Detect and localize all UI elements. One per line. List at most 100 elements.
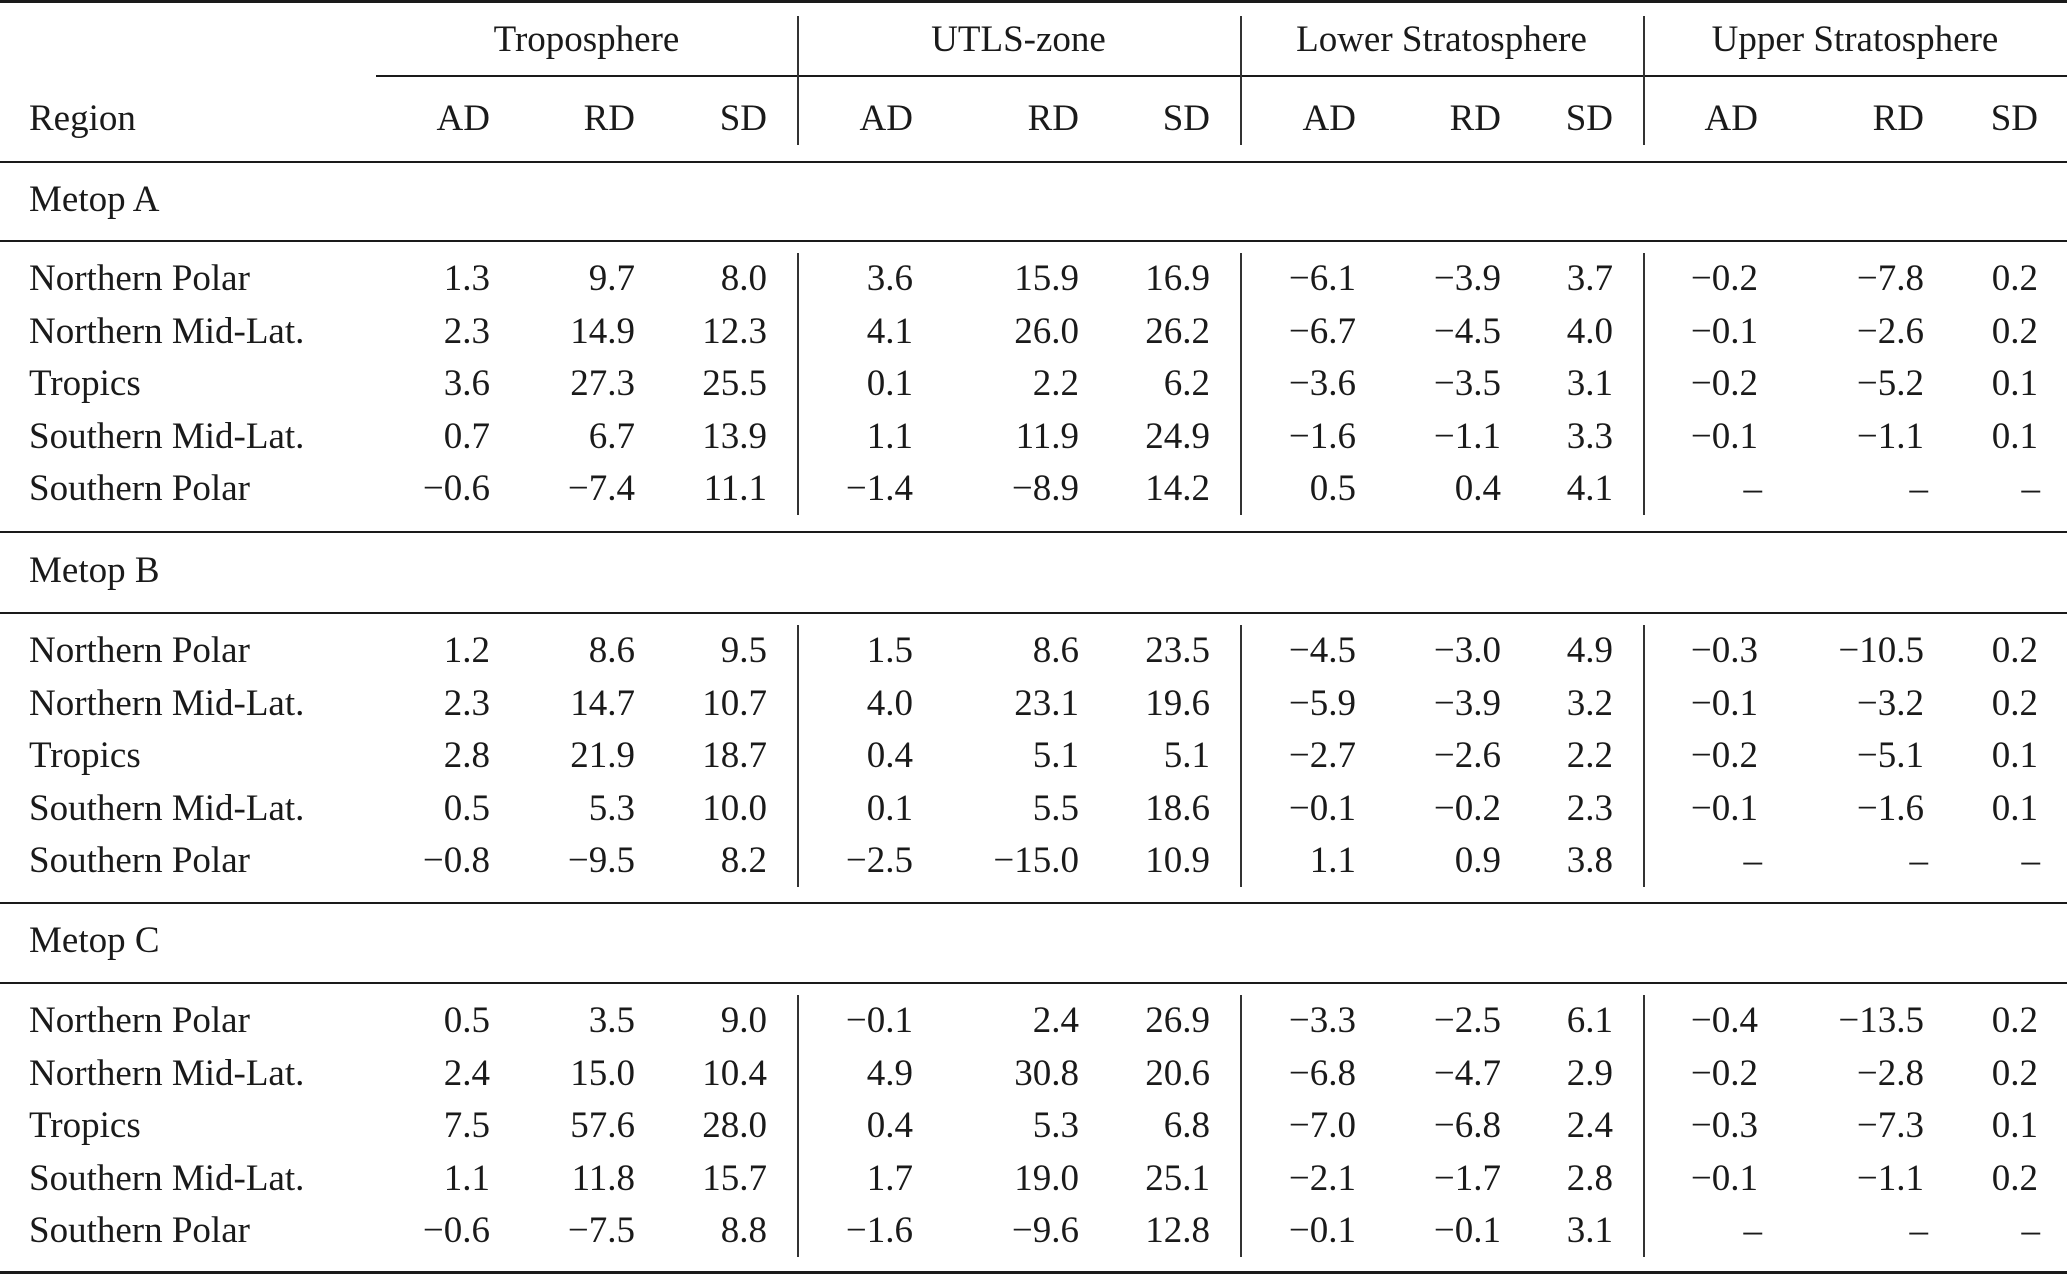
subheader-sd: SD bbox=[1565, 98, 1613, 139]
table-cell: 14.7 bbox=[570, 682, 635, 724]
table-cell: 3.5 bbox=[588, 1000, 635, 1041]
table-cell: −0.4 bbox=[1690, 1000, 1758, 1041]
table-cell: 6.1 bbox=[1566, 1000, 1613, 1041]
table-cell: 1.1 bbox=[866, 415, 913, 457]
table-cell: −3.0 bbox=[1433, 630, 1501, 671]
column-separator bbox=[797, 625, 799, 888]
table-cell: −3.9 bbox=[1433, 258, 1501, 299]
table-cell: 6.8 bbox=[1163, 1105, 1210, 1147]
table-cell: 1.7 bbox=[866, 1157, 913, 1199]
table-cell: 0.9 bbox=[1454, 840, 1501, 882]
table-cell: −6.8 bbox=[1433, 1105, 1501, 1147]
table-cell: – bbox=[2021, 468, 2041, 510]
table-cell: 0.2 bbox=[1991, 1157, 2038, 1199]
region-name: Southern Polar bbox=[29, 468, 250, 510]
table-cell: −0.1 bbox=[1288, 1210, 1356, 1252]
subheader-ad: AD bbox=[1302, 98, 1356, 139]
table-cell: 19.0 bbox=[1014, 1157, 1079, 1199]
table-cell: 1.2 bbox=[443, 630, 490, 671]
table-cell: −1.6 bbox=[1856, 787, 1924, 829]
table-cell: 5.3 bbox=[588, 787, 635, 829]
table-cell: 20.6 bbox=[1145, 1052, 1210, 1094]
subheader-rd: RD bbox=[1872, 98, 1924, 139]
table-cell: −2.8 bbox=[1856, 1052, 1924, 1094]
table-cell: −5.9 bbox=[1288, 682, 1356, 724]
table-cell: −9.5 bbox=[567, 840, 635, 882]
table-cell: 0.2 bbox=[1991, 258, 2038, 299]
table-cell: – bbox=[1743, 468, 1763, 510]
horizontal-rule bbox=[0, 531, 2067, 533]
column-separator bbox=[797, 253, 799, 516]
table-cell: 2.4 bbox=[1566, 1105, 1613, 1147]
column-separator bbox=[1240, 253, 1242, 516]
table-cell: 3.7 bbox=[1566, 258, 1613, 299]
table-cell: 0.2 bbox=[1991, 310, 2038, 352]
table-cell: 0.1 bbox=[866, 363, 913, 405]
table-cell: 7.5 bbox=[443, 1105, 490, 1147]
column-separator bbox=[797, 16, 799, 145]
table-cell: 9.7 bbox=[588, 258, 635, 299]
region-name: Southern Polar bbox=[29, 1210, 250, 1252]
table-cell: 26.9 bbox=[1145, 1000, 1210, 1041]
table-cell: 18.6 bbox=[1145, 787, 1210, 829]
horizontal-rule bbox=[0, 0, 2067, 3]
horizontal-rule bbox=[0, 612, 2067, 614]
table-cell: 4.1 bbox=[1566, 468, 1613, 510]
table-cell: 15.7 bbox=[702, 1157, 767, 1199]
table-cell: −8.9 bbox=[1011, 468, 1079, 510]
table-cell: −0.2 bbox=[1433, 787, 1501, 829]
horizontal-rule bbox=[376, 75, 2067, 77]
region-name: Southern Mid-Lat. bbox=[29, 1157, 305, 1199]
table-cell: −3.6 bbox=[1288, 363, 1356, 405]
table-cell: 0.2 bbox=[1991, 682, 2038, 724]
table-cell: 3.6 bbox=[443, 363, 490, 405]
table-cell: 2.8 bbox=[443, 735, 490, 777]
table-cell: 12.3 bbox=[702, 310, 767, 352]
table-cell: 3.3 bbox=[1566, 415, 1613, 457]
table-cell: 4.9 bbox=[1566, 630, 1613, 671]
region-header: Region bbox=[29, 98, 136, 139]
table-cell: −7.8 bbox=[1856, 258, 1924, 299]
table-cell: – bbox=[1743, 1210, 1763, 1252]
table-cell: 2.3 bbox=[1566, 787, 1613, 829]
table-cell: 0.2 bbox=[1991, 1052, 2038, 1094]
table-cell: 18.7 bbox=[702, 735, 767, 777]
table-cell: 0.5 bbox=[443, 787, 490, 829]
table-cell: 1.5 bbox=[866, 630, 913, 671]
table-cell: −0.1 bbox=[1690, 310, 1758, 352]
table-cell: 30.8 bbox=[1014, 1052, 1079, 1094]
subheader-ad: AD bbox=[436, 98, 490, 139]
table-cell: 0.7 bbox=[443, 415, 490, 457]
table-cell: 0.4 bbox=[1454, 468, 1501, 510]
table-cell: 23.5 bbox=[1145, 630, 1210, 671]
table-cell: −4.5 bbox=[1433, 310, 1501, 352]
table-cell: −0.1 bbox=[1690, 787, 1758, 829]
horizontal-rule bbox=[0, 161, 2067, 163]
table-cell: 2.9 bbox=[1566, 1052, 1613, 1094]
horizontal-rule bbox=[0, 1271, 2067, 1274]
table-cell: −5.2 bbox=[1856, 363, 1924, 405]
table-cell: −1.1 bbox=[1856, 415, 1924, 457]
table-cell: −10.5 bbox=[1838, 630, 1924, 671]
table-cell: −13.5 bbox=[1838, 1000, 1924, 1041]
table-cell: 24.9 bbox=[1145, 415, 1210, 457]
table-cell: −0.1 bbox=[845, 1000, 913, 1041]
table-cell: 0.5 bbox=[1309, 468, 1356, 510]
table-cell: −0.6 bbox=[422, 1210, 490, 1252]
table-cell: 8.6 bbox=[1032, 630, 1079, 671]
subheader-sd: SD bbox=[719, 98, 767, 139]
table-cell: −0.1 bbox=[1690, 415, 1758, 457]
column-separator bbox=[797, 995, 799, 1258]
column-separator bbox=[1240, 625, 1242, 888]
table-cell: 26.2 bbox=[1145, 310, 1210, 352]
region-name: Northern Mid-Lat. bbox=[29, 682, 305, 724]
table-cell: 3.1 bbox=[1566, 363, 1613, 405]
table-cell: 3.2 bbox=[1566, 682, 1613, 724]
column-separator bbox=[1643, 625, 1645, 888]
table-cell: −7.5 bbox=[567, 1210, 635, 1252]
table-cell: −0.6 bbox=[422, 468, 490, 510]
table-cell: −15.0 bbox=[993, 840, 1079, 882]
table-cell: 0.1 bbox=[1991, 415, 2038, 457]
table-cell: −3.9 bbox=[1433, 682, 1501, 724]
table-cell: 0.1 bbox=[1991, 735, 2038, 777]
